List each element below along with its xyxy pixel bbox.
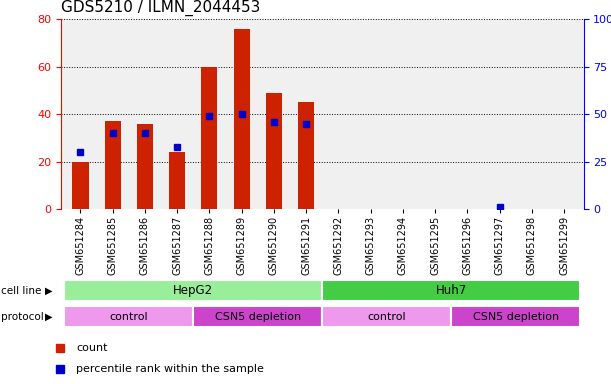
Bar: [137, 124, 153, 209]
Text: control: control: [367, 311, 406, 322]
Text: protocol: protocol: [1, 311, 44, 322]
Bar: [266, 93, 282, 209]
Text: cell line: cell line: [1, 286, 42, 296]
Bar: [72, 162, 89, 209]
Text: ▶: ▶: [45, 311, 52, 322]
Bar: [104, 121, 121, 209]
Text: GDS5210 / ILMN_2044453: GDS5210 / ILMN_2044453: [61, 0, 260, 17]
Bar: [323, 306, 452, 327]
Bar: [452, 306, 580, 327]
Text: CSN5 depletion: CSN5 depletion: [473, 311, 559, 322]
Text: count: count: [76, 343, 108, 353]
Bar: [169, 152, 185, 209]
Bar: [298, 103, 314, 209]
Text: CSN5 depletion: CSN5 depletion: [214, 311, 301, 322]
Text: HepG2: HepG2: [174, 285, 213, 297]
Text: Huh7: Huh7: [436, 285, 467, 297]
Bar: [202, 67, 218, 209]
Text: ▶: ▶: [45, 286, 52, 296]
Text: percentile rank within the sample: percentile rank within the sample: [76, 364, 264, 374]
Text: control: control: [109, 311, 148, 322]
Bar: [64, 306, 193, 327]
Bar: [233, 29, 250, 209]
Bar: [193, 306, 323, 327]
Bar: [64, 280, 323, 301]
Bar: [323, 280, 580, 301]
